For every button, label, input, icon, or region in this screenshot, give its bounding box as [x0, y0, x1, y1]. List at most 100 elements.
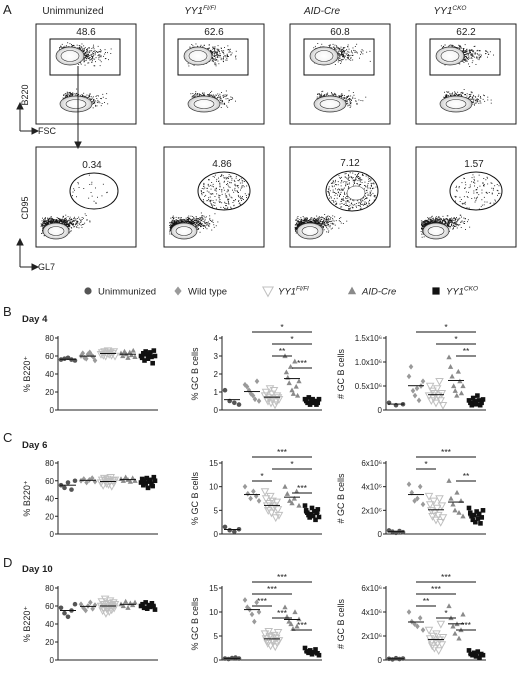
- y-tick-label: 0: [378, 530, 383, 539]
- flow-plot-b220-fsc: 60.8: [289, 23, 391, 125]
- legend: Unimmunized Wild type YY1Fl/Fl AID-Cre YY1CK…: [84, 286, 478, 298]
- y-tick-label: 6x10⁶: [361, 459, 382, 468]
- data-point: [78, 601, 84, 608]
- flow-contour: [314, 50, 334, 62]
- flow-contour: [301, 226, 319, 236]
- data-point: [266, 492, 275, 501]
- data-point: [293, 383, 299, 389]
- significance-bar: ***: [252, 572, 312, 583]
- data-point: [432, 504, 442, 513]
- y-axis-label: % GC B cells: [190, 347, 200, 401]
- series-points: [118, 347, 138, 360]
- data-point: [471, 512, 477, 518]
- data-point: [128, 352, 135, 358]
- data-point: [448, 495, 454, 501]
- data-point: [109, 604, 119, 613]
- y-axis-label: % B220⁺: [22, 606, 32, 643]
- legend-item: Wild type: [174, 286, 227, 298]
- y-tick-label: 3: [214, 352, 219, 361]
- data-point: [406, 609, 412, 615]
- flow-gate-box: [303, 38, 375, 76]
- data-point: [145, 485, 151, 491]
- flow-column-titles: Unimmunized YY1Fl/Fl AID-Cre YY1CKO: [42, 5, 466, 17]
- day-label-c: Day 6: [22, 440, 47, 451]
- data-point: [120, 603, 126, 609]
- y-tick-label: 0: [378, 406, 383, 415]
- flow-contour: [319, 99, 341, 109]
- flow-contour: [445, 99, 467, 109]
- data-point: [286, 618, 292, 624]
- y-tick-label: 1.5x10⁶: [355, 334, 382, 343]
- data-point: [62, 485, 67, 491]
- series-points: [242, 378, 262, 404]
- data-point: [130, 347, 136, 353]
- data-point: [148, 604, 153, 610]
- data-point: [130, 475, 136, 481]
- flow-contour: [193, 99, 215, 109]
- data-point: [152, 607, 158, 612]
- y-tick-label: 4x10⁶: [361, 483, 382, 492]
- series-points: [138, 474, 158, 491]
- data-point: [83, 607, 88, 614]
- data-point: [242, 483, 248, 490]
- data-point: [450, 623, 456, 629]
- significance-label: ***: [297, 620, 308, 630]
- data-point: [252, 396, 258, 403]
- data-point: [412, 392, 418, 399]
- data-point: [473, 401, 479, 407]
- data-point: [244, 383, 250, 390]
- data-point: [83, 355, 89, 362]
- data-point: [125, 355, 131, 360]
- y-tick-label: 40: [45, 495, 54, 504]
- flow-gate-value: 7.12: [340, 158, 360, 169]
- data-point: [468, 400, 473, 406]
- y-tick-label: 60: [45, 477, 54, 486]
- flow-plot-b220-fsc: 62.2: [415, 23, 517, 125]
- data-point: [454, 489, 460, 495]
- data-point: [120, 477, 126, 483]
- data-point: [287, 364, 294, 369]
- data-point: [425, 501, 435, 510]
- significance-label: ***: [277, 447, 288, 457]
- significance-bar: *: [416, 322, 476, 333]
- flow-contour: [309, 46, 339, 66]
- data-point: [289, 500, 295, 506]
- y-tick-label: 2x10⁶: [361, 632, 382, 641]
- data-point: [436, 518, 445, 527]
- data-point: [438, 402, 448, 410]
- series-points: [466, 648, 486, 660]
- y-tick-label: 0: [214, 656, 219, 665]
- data-point: [437, 502, 447, 511]
- significance-label: ***: [277, 608, 288, 618]
- data-point: [408, 363, 414, 370]
- flow-contour: [296, 222, 324, 240]
- data-point: [222, 524, 228, 530]
- significance-label: ***: [277, 572, 288, 582]
- data-point: [415, 623, 420, 630]
- data-point: [141, 351, 146, 356]
- y-tick-label: 2: [214, 370, 219, 379]
- data-point: [456, 635, 462, 641]
- data-point: [286, 380, 292, 386]
- flow-contour: [439, 95, 473, 113]
- data-point: [123, 474, 129, 480]
- y-axis-label: # GC B cells: [336, 598, 346, 649]
- data-point: [458, 390, 465, 396]
- series-points: [58, 355, 78, 363]
- flow-plot-cd95-gl7: 7.12: [289, 146, 391, 248]
- flow-gate-ellipse: [69, 172, 119, 210]
- y-axis-label: # GC B cells: [336, 473, 346, 524]
- series-points: [406, 481, 426, 508]
- legend-marker: [347, 286, 357, 295]
- flow-contour: [47, 226, 65, 236]
- data-point: [242, 597, 248, 603]
- significance-label: ***: [441, 572, 452, 582]
- data-point: [452, 630, 458, 636]
- data-point: [151, 348, 157, 353]
- data-point: [127, 478, 133, 484]
- y-tick-label: 0: [214, 530, 219, 539]
- data-point: [249, 611, 255, 618]
- significance-label: *: [444, 608, 448, 618]
- data-point: [140, 601, 145, 607]
